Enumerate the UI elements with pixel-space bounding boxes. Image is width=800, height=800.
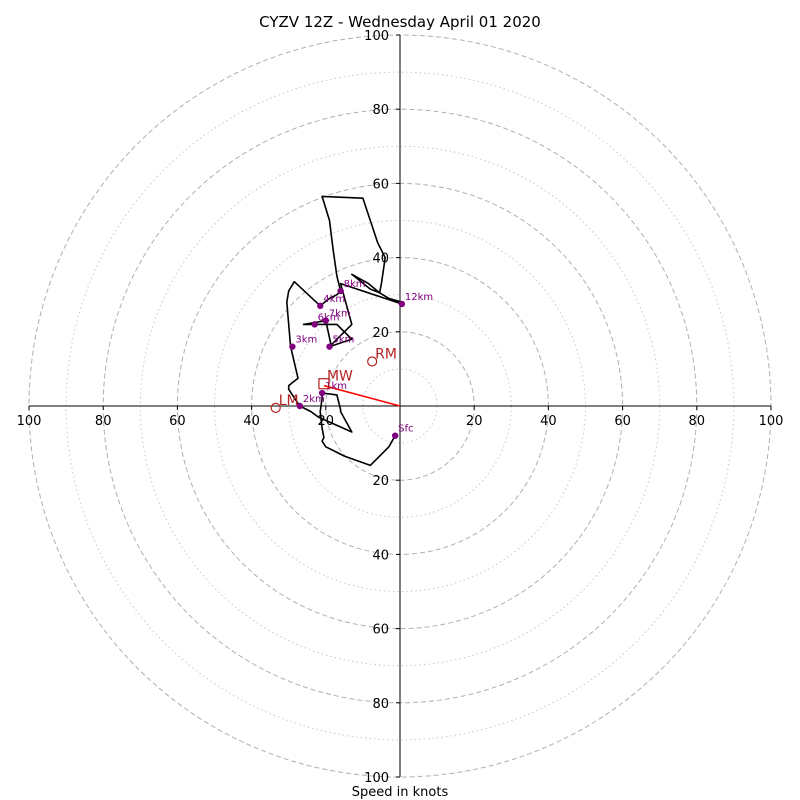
y-tick-label: 20	[372, 326, 389, 341]
y-tick-label: 60	[372, 623, 389, 638]
motion-label-lm: LM	[279, 393, 299, 409]
height-marker-1km	[318, 389, 326, 397]
x-tick-label: 20	[466, 414, 483, 429]
x-tick-label: 40	[243, 414, 260, 429]
height-label-7km: 7km	[329, 309, 351, 320]
height-label-3km: 3km	[295, 335, 317, 346]
chart-title: CYZV 12Z - Wednesday April 01 2020	[259, 13, 541, 31]
height-marker-8km	[337, 287, 344, 295]
height-label-1km: 1km	[325, 381, 347, 392]
y-tick-label: 60	[372, 177, 389, 192]
x-tick-label: 60	[169, 414, 186, 429]
height-label-8km: 8km	[344, 279, 366, 290]
shear-vector	[323, 384, 401, 407]
height-label-5km: 5km	[333, 335, 355, 346]
y-tick-label: 40	[372, 252, 389, 267]
x-tick-label: 80	[95, 414, 112, 429]
y-tick-label: 80	[372, 697, 389, 712]
height-marker-3km	[289, 343, 296, 350]
y-tick-label: 40	[372, 548, 389, 563]
y-tick-label: 20	[372, 474, 389, 489]
x-tick-label: 100	[17, 414, 42, 429]
height-marker-sfc	[391, 432, 399, 439]
motion-label-rm: RM	[375, 346, 397, 362]
motion-marker-lm	[270, 402, 281, 413]
x-tick-label: 40	[540, 414, 557, 429]
height-label-12km: 12km	[405, 292, 433, 303]
tick-labels: 100 80 60 40 20 20 40 60 80 100100806040202040608…	[17, 29, 784, 786]
y-tick-label: 100	[364, 771, 389, 786]
height-marker-4km	[317, 302, 324, 310]
height-label-4km: 4km	[323, 294, 345, 305]
height-label-sfc: Sfc	[398, 424, 413, 435]
motion-marker-rm	[367, 356, 378, 367]
height-marker-2km	[296, 402, 304, 410]
x-axis-label: Speed in knots	[352, 785, 449, 800]
x-tick-label: 60	[614, 414, 631, 429]
motion-marker-mw	[318, 378, 330, 390]
y-tick-label: 80	[372, 103, 389, 118]
height-label-2km: 2km	[303, 394, 325, 405]
height-marker-6km	[311, 321, 318, 328]
height-label-6km: 6km	[318, 312, 340, 323]
height-marker-7km	[322, 317, 329, 324]
x-tick-label: 100	[759, 414, 784, 429]
x-tick-label: 80	[689, 414, 706, 429]
motion-label-mw: MW	[327, 369, 353, 385]
height-marker-12km	[398, 300, 406, 308]
height-marker-5km	[326, 343, 333, 350]
y-tick-label: 100	[364, 29, 389, 44]
